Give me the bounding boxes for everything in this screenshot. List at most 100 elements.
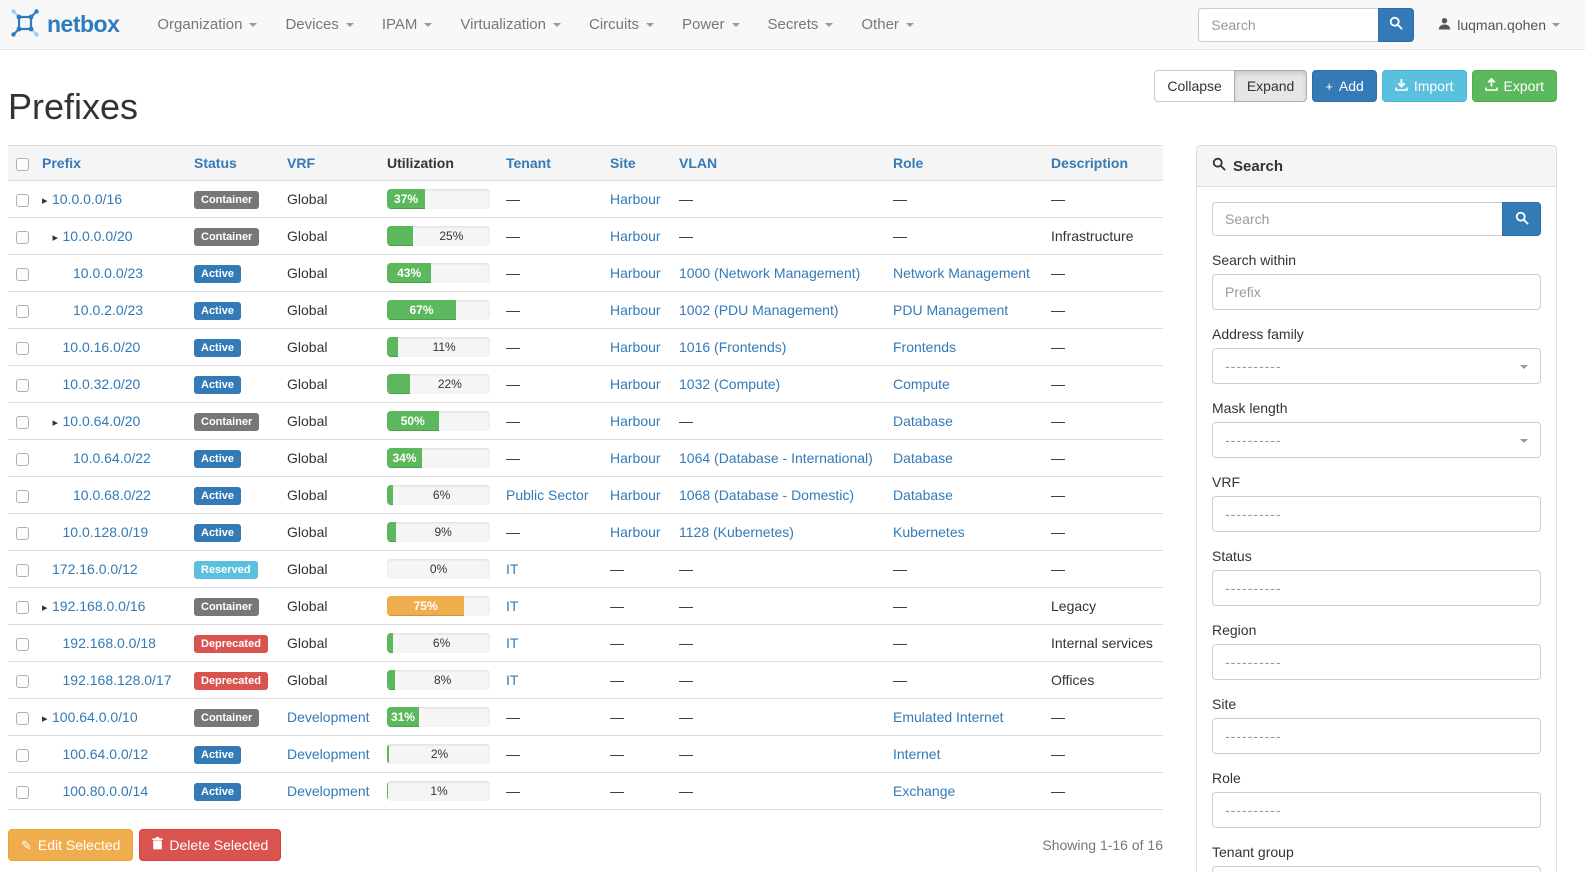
prefix-link[interactable]: 10.0.16.0/20 bbox=[62, 339, 141, 355]
site-link[interactable]: Harbour bbox=[610, 487, 661, 503]
row-checkbox[interactable] bbox=[16, 674, 29, 688]
role-link[interactable]: Kubernetes bbox=[893, 524, 965, 540]
filter-select-status[interactable]: ---------- bbox=[1212, 570, 1541, 606]
site-link[interactable]: Harbour bbox=[610, 302, 661, 318]
tenant-link[interactable]: IT bbox=[506, 635, 519, 651]
row-checkbox[interactable] bbox=[16, 711, 29, 725]
filter-select-vrf[interactable]: ---------- bbox=[1212, 496, 1541, 532]
site-link[interactable]: Harbour bbox=[610, 265, 661, 281]
tenant-link[interactable]: IT bbox=[506, 561, 519, 577]
role-link[interactable]: Emulated Internet bbox=[893, 709, 1004, 725]
add-button[interactable]: + Add bbox=[1312, 70, 1377, 102]
nav-menu-virtualization[interactable]: Virtualization bbox=[446, 0, 575, 50]
nav-menu-secrets[interactable]: Secrets bbox=[754, 0, 848, 50]
nav-menu-devices[interactable]: Devices bbox=[271, 0, 367, 50]
sort-vlan[interactable]: VLAN bbox=[679, 155, 718, 171]
navbar-search-input[interactable] bbox=[1198, 7, 1379, 42]
row-checkbox[interactable] bbox=[16, 304, 29, 318]
export-button[interactable]: Export bbox=[1471, 70, 1557, 102]
site-link[interactable]: Harbour bbox=[610, 413, 661, 429]
prefix-link[interactable]: 10.0.32.0/20 bbox=[62, 376, 141, 392]
role-link[interactable]: Database bbox=[893, 450, 953, 466]
vlan-link[interactable]: 1000 (Network Management) bbox=[679, 265, 861, 281]
prefix-link[interactable]: 192.168.128.0/17 bbox=[62, 672, 172, 688]
collapse-button[interactable]: Collapse bbox=[1154, 70, 1235, 102]
row-checkbox[interactable] bbox=[16, 637, 29, 651]
sort-tenant[interactable]: Tenant bbox=[506, 155, 551, 171]
vlan-link[interactable]: 1064 (Database - International) bbox=[679, 450, 873, 466]
filter-select-mask-length[interactable]: ---------- bbox=[1212, 422, 1541, 458]
row-checkbox[interactable] bbox=[16, 452, 29, 466]
row-checkbox[interactable] bbox=[16, 341, 29, 355]
row-checkbox[interactable] bbox=[16, 748, 29, 762]
prefix-link[interactable]: 10.0.128.0/19 bbox=[62, 524, 149, 540]
vrf-link[interactable]: Development bbox=[287, 746, 370, 762]
sidebar-search-button[interactable] bbox=[1502, 202, 1541, 236]
role-link[interactable]: Compute bbox=[893, 376, 950, 392]
filter-select-site[interactable]: ---------- bbox=[1212, 718, 1541, 754]
vlan-link[interactable]: 1128 (Kubernetes) bbox=[679, 524, 794, 540]
prefix-link[interactable]: 10.0.64.0/20 bbox=[62, 413, 141, 429]
select-all-checkbox[interactable] bbox=[16, 157, 29, 171]
nav-menu-power[interactable]: Power bbox=[668, 0, 754, 50]
row-checkbox[interactable] bbox=[16, 563, 29, 577]
prefix-link[interactable]: 172.16.0.0/12 bbox=[52, 561, 138, 577]
row-checkbox[interactable] bbox=[16, 230, 29, 244]
filter-select-role[interactable]: ---------- bbox=[1212, 792, 1541, 828]
vlan-link[interactable]: 1016 (Frontends) bbox=[679, 339, 787, 355]
row-checkbox[interactable] bbox=[16, 267, 29, 281]
sort-vrf[interactable]: VRF bbox=[287, 155, 315, 171]
tenant-link[interactable]: Public Sector bbox=[506, 487, 589, 503]
site-link[interactable]: Harbour bbox=[610, 228, 661, 244]
nav-menu-other[interactable]: Other bbox=[847, 0, 928, 50]
prefix-link[interactable]: 10.0.0.0/20 bbox=[62, 228, 133, 244]
delete-selected-button[interactable]: Delete Selected bbox=[139, 829, 282, 861]
sort-site[interactable]: Site bbox=[610, 155, 636, 171]
row-checkbox[interactable] bbox=[16, 785, 29, 799]
role-link[interactable]: Exchange bbox=[893, 783, 956, 799]
row-checkbox[interactable] bbox=[16, 193, 29, 207]
prefix-link[interactable]: 100.64.0.0/12 bbox=[62, 746, 149, 762]
nav-menu-circuits[interactable]: Circuits bbox=[575, 0, 668, 50]
nav-menu-organization[interactable]: Organization bbox=[143, 0, 271, 50]
vrf-link[interactable]: Development bbox=[287, 783, 370, 799]
prefix-link[interactable]: 100.64.0.0/10 bbox=[52, 709, 138, 725]
sort-status[interactable]: Status bbox=[194, 155, 237, 171]
prefix-link[interactable]: 192.168.0.0/16 bbox=[52, 598, 146, 614]
vlan-link[interactable]: 1032 (Compute) bbox=[679, 376, 781, 392]
row-checkbox[interactable] bbox=[16, 526, 29, 540]
row-checkbox[interactable] bbox=[16, 600, 29, 614]
sidebar-search-input[interactable] bbox=[1212, 202, 1502, 236]
prefix-link[interactable]: 10.0.0.0/16 bbox=[52, 191, 123, 207]
prefix-link[interactable]: 192.168.0.0/18 bbox=[62, 635, 156, 651]
role-link[interactable]: PDU Management bbox=[893, 302, 1009, 318]
role-link[interactable]: Network Management bbox=[893, 265, 1030, 281]
prefix-link[interactable]: 10.0.64.0/22 bbox=[73, 450, 151, 466]
site-link[interactable]: Harbour bbox=[610, 524, 661, 540]
site-link[interactable]: Harbour bbox=[610, 450, 661, 466]
expand-button[interactable]: Expand bbox=[1233, 70, 1308, 102]
site-link[interactable]: Harbour bbox=[610, 191, 661, 207]
vlan-link[interactable]: 1002 (PDU Management) bbox=[679, 302, 839, 318]
user-menu[interactable]: luqman.qohen bbox=[1438, 17, 1560, 33]
sort-description[interactable]: Description bbox=[1051, 155, 1129, 171]
row-checkbox[interactable] bbox=[16, 415, 29, 429]
vrf-link[interactable]: Development bbox=[287, 709, 370, 725]
filter-select-address-family[interactable]: ---------- bbox=[1212, 348, 1541, 384]
role-link[interactable]: Database bbox=[893, 413, 953, 429]
role-link[interactable]: Database bbox=[893, 487, 953, 503]
import-button[interactable]: Import bbox=[1381, 70, 1467, 102]
site-link[interactable]: Harbour bbox=[610, 376, 661, 392]
vlan-link[interactable]: 1068 (Database - Domestic) bbox=[679, 487, 855, 503]
row-checkbox[interactable] bbox=[16, 378, 29, 392]
prefix-link[interactable]: 10.0.2.0/23 bbox=[73, 302, 144, 318]
site-link[interactable]: Harbour bbox=[610, 339, 661, 355]
role-link[interactable]: Internet bbox=[893, 746, 941, 762]
tenant-link[interactable]: IT bbox=[506, 672, 519, 688]
nav-menu-ipam[interactable]: IPAM bbox=[368, 0, 447, 50]
navbar-search-button[interactable] bbox=[1378, 7, 1415, 42]
edit-selected-button[interactable]: ✎ Edit Selected bbox=[8, 829, 134, 861]
prefix-link[interactable]: 10.0.0.0/23 bbox=[73, 265, 144, 281]
sort-prefix[interactable]: Prefix bbox=[42, 155, 81, 171]
filter-select-tenant-group[interactable]: ---------- bbox=[1212, 866, 1541, 872]
